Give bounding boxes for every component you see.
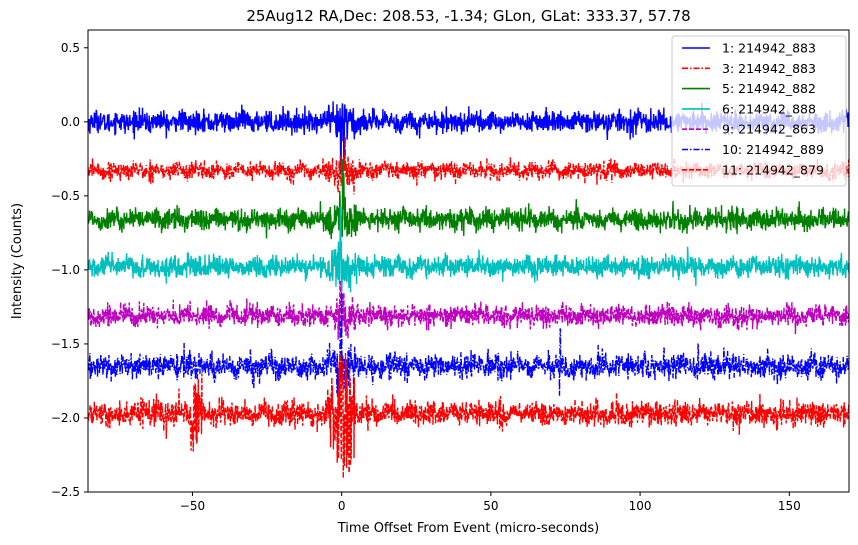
y-axis-label: Intensity (Counts): [10, 203, 25, 319]
legend-box: [671, 35, 847, 187]
series-line: [88, 206, 849, 294]
y-tick-label: −2.0: [51, 411, 80, 425]
x-tick-label: 100: [629, 499, 652, 513]
legend-label: 11: 214942_879: [722, 162, 824, 177]
series-line: [88, 292, 849, 404]
y-tick-label: −0.5: [51, 189, 80, 203]
legend-label: 1: 214942_883: [722, 41, 816, 56]
y-tick-label: −1.5: [51, 337, 80, 351]
y-tick-label: −1.0: [51, 263, 80, 277]
plot-area: [88, 101, 849, 479]
x-tick-label: 50: [483, 499, 498, 513]
chart-title: 25Aug12 RA,Dec: 208.53, -1.34; GLon, GLa…: [246, 7, 690, 25]
y-tick-label: 0.0: [61, 115, 80, 129]
y-axis-ticks: 0.5 0.0 −0.5 −1.0 −1.5 −2.0 −2.5: [51, 41, 88, 499]
legend-label: 6: 214942_888: [722, 101, 816, 116]
series-line: [88, 352, 849, 479]
x-tick-label: 0: [338, 499, 346, 513]
legend-label: 9: 214942_863: [722, 122, 816, 137]
series-line: [88, 159, 849, 240]
legend-label: 3: 214942_883: [722, 61, 816, 76]
y-tick-label: −2.5: [51, 485, 80, 499]
x-axis-ticks: −50 0 50 100 150: [180, 492, 801, 513]
legend-label: 5: 214942_882: [722, 81, 816, 96]
legend: 1: 214942_883 3: 214942_883 5: 214942_882 6…: [671, 35, 847, 187]
x-tick-label: −50: [180, 499, 205, 513]
axes-frame: [87, 29, 850, 493]
x-tick-label: 150: [778, 499, 801, 513]
legend-label: 10: 214942_889: [722, 142, 824, 157]
series-line: [88, 281, 849, 340]
x-axis-label: Time Offset From Event (micro-seconds): [337, 521, 600, 536]
y-tick-label: 0.5: [61, 41, 80, 55]
